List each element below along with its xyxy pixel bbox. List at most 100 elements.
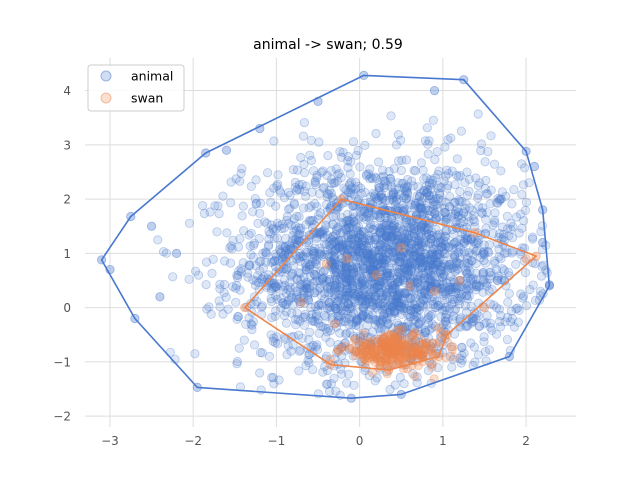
point-animal [333,170,343,180]
point-animal [361,211,371,222]
point-animal [375,314,385,324]
point-animal [323,151,333,161]
point-animal [292,238,303,248]
point-animal [272,181,282,191]
point-animal [422,224,432,235]
point-animal [282,212,292,222]
point-animal [315,283,325,294]
point-animal [451,206,461,216]
point-animal [456,126,466,136]
point-animal [358,302,368,312]
point-animal [331,303,341,314]
point-animal [246,181,256,191]
point-animal [377,172,387,182]
point-animal [490,208,500,218]
point-animal [527,234,538,244]
point-animal [318,367,328,377]
point-animal [424,229,434,239]
point-animal [323,245,333,255]
point-animal [495,322,506,332]
point-animal [412,221,423,231]
point-animal [507,233,518,243]
point-animal [301,264,311,274]
point-animal [356,345,367,355]
point-animal [396,301,406,311]
point-animal [294,180,304,190]
point-animal [432,203,443,213]
point-animal [368,188,379,198]
point-animal [325,297,335,307]
point-animal [442,319,452,329]
point-animal [422,123,432,133]
point-animal [341,329,351,339]
point-animal [314,300,324,310]
point-animal [222,228,232,238]
point-swan [404,281,415,291]
y-tick-label: 1 [63,247,71,261]
point-animal [370,234,380,245]
point-animal [359,285,369,295]
point-animal [301,247,311,257]
point-animal [394,221,404,231]
point-animal [428,263,439,273]
point-animal [293,235,304,245]
point-animal [336,342,347,353]
point-animal [507,313,518,324]
point-animal [373,258,384,268]
point-animal [285,203,295,213]
point-animal [299,159,309,169]
point-animal [386,111,396,121]
point-animal [442,183,452,193]
point-animal [343,239,353,249]
point-animal [441,286,451,296]
point-swan [372,336,382,346]
point-animal [288,231,298,241]
point-animal [452,154,462,164]
point-animal [378,258,388,268]
point-animal [364,257,374,267]
point-animal [344,303,354,313]
point-animal [426,234,436,244]
point-animal [233,270,243,280]
point-animal [402,226,412,236]
point-swan [388,342,398,352]
point-animal [337,258,347,268]
point-animal [421,228,432,238]
point-animal [245,260,255,271]
point-animal [430,209,440,219]
point-swan [397,324,407,334]
point-animal [208,254,218,264]
point-animal [343,163,353,173]
point-animal [369,256,379,266]
point-animal [375,191,386,201]
point-animal [328,255,338,265]
point-animal [416,257,426,267]
point-animal [392,339,402,349]
point-animal [439,244,449,254]
point-swan [360,354,370,364]
point-animal [375,262,385,272]
point-animal [147,221,157,231]
point-animal [385,268,395,279]
point-animal [404,286,414,297]
point-animal [299,272,309,282]
point-animal [496,166,506,176]
point-animal [503,297,513,307]
point-animal [468,274,478,284]
point-animal [324,297,334,308]
point-animal [331,226,342,236]
legend-label-swan: swan [131,91,163,106]
point-animal [481,189,491,199]
point-animal [381,281,391,291]
point-animal [342,284,353,294]
point-animal [399,294,409,305]
point-animal [369,210,379,221]
point-animal [269,256,280,266]
point-animal [288,261,299,271]
point-animal [366,172,376,182]
point-animal [273,170,283,180]
point-animal [256,385,266,395]
point-animal [308,340,318,350]
point-animal [340,272,350,282]
